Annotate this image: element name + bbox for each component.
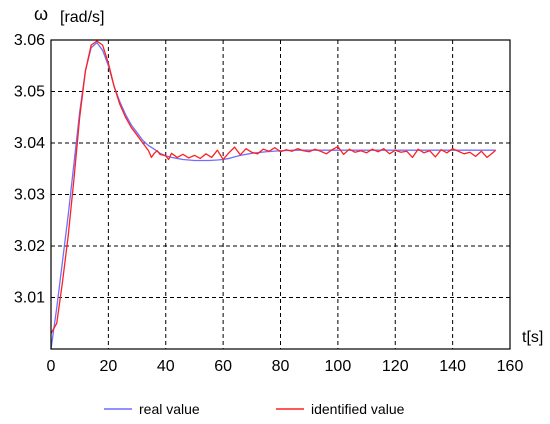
y-axis-symbol: ω bbox=[34, 4, 48, 24]
x-tick-label: 80 bbox=[272, 358, 290, 375]
x-axis-title: t[s] bbox=[522, 329, 543, 346]
x-tick-label: 100 bbox=[325, 358, 352, 375]
y-tick-label: 3.06 bbox=[14, 32, 45, 49]
y-axis-unit: [rad/s] bbox=[60, 9, 104, 26]
x-tick-label: 60 bbox=[214, 358, 232, 375]
x-tick-label: 140 bbox=[439, 358, 466, 375]
x-tick-label: 160 bbox=[497, 358, 524, 375]
x-tick-label: 20 bbox=[99, 358, 117, 375]
legend: real value identified value bbox=[104, 401, 405, 417]
x-tick-label: 40 bbox=[157, 358, 175, 375]
y-tick-label: 3.01 bbox=[14, 290, 45, 307]
x-tick-label: 0 bbox=[47, 358, 56, 375]
y-tick-label: 3.03 bbox=[14, 187, 45, 204]
grid-lines bbox=[51, 40, 510, 349]
series-layer bbox=[50, 40, 497, 350]
tick-labels: 0 20 40 60 80 100 120 140 160 3.01 3.02 3.03 3.04 3.0… bbox=[14, 32, 524, 375]
legend-label-identified-value: identified value bbox=[311, 401, 405, 417]
plot-frame bbox=[50, 39, 511, 350]
series-line-identified-value bbox=[50, 40, 497, 334]
legend-label-real-value: real value bbox=[139, 401, 200, 417]
y-tick-label: 3.04 bbox=[14, 135, 45, 152]
x-tick-label: 120 bbox=[382, 358, 409, 375]
y-tick-label: 3.02 bbox=[14, 238, 45, 255]
y-tick-label: 3.05 bbox=[14, 84, 45, 101]
